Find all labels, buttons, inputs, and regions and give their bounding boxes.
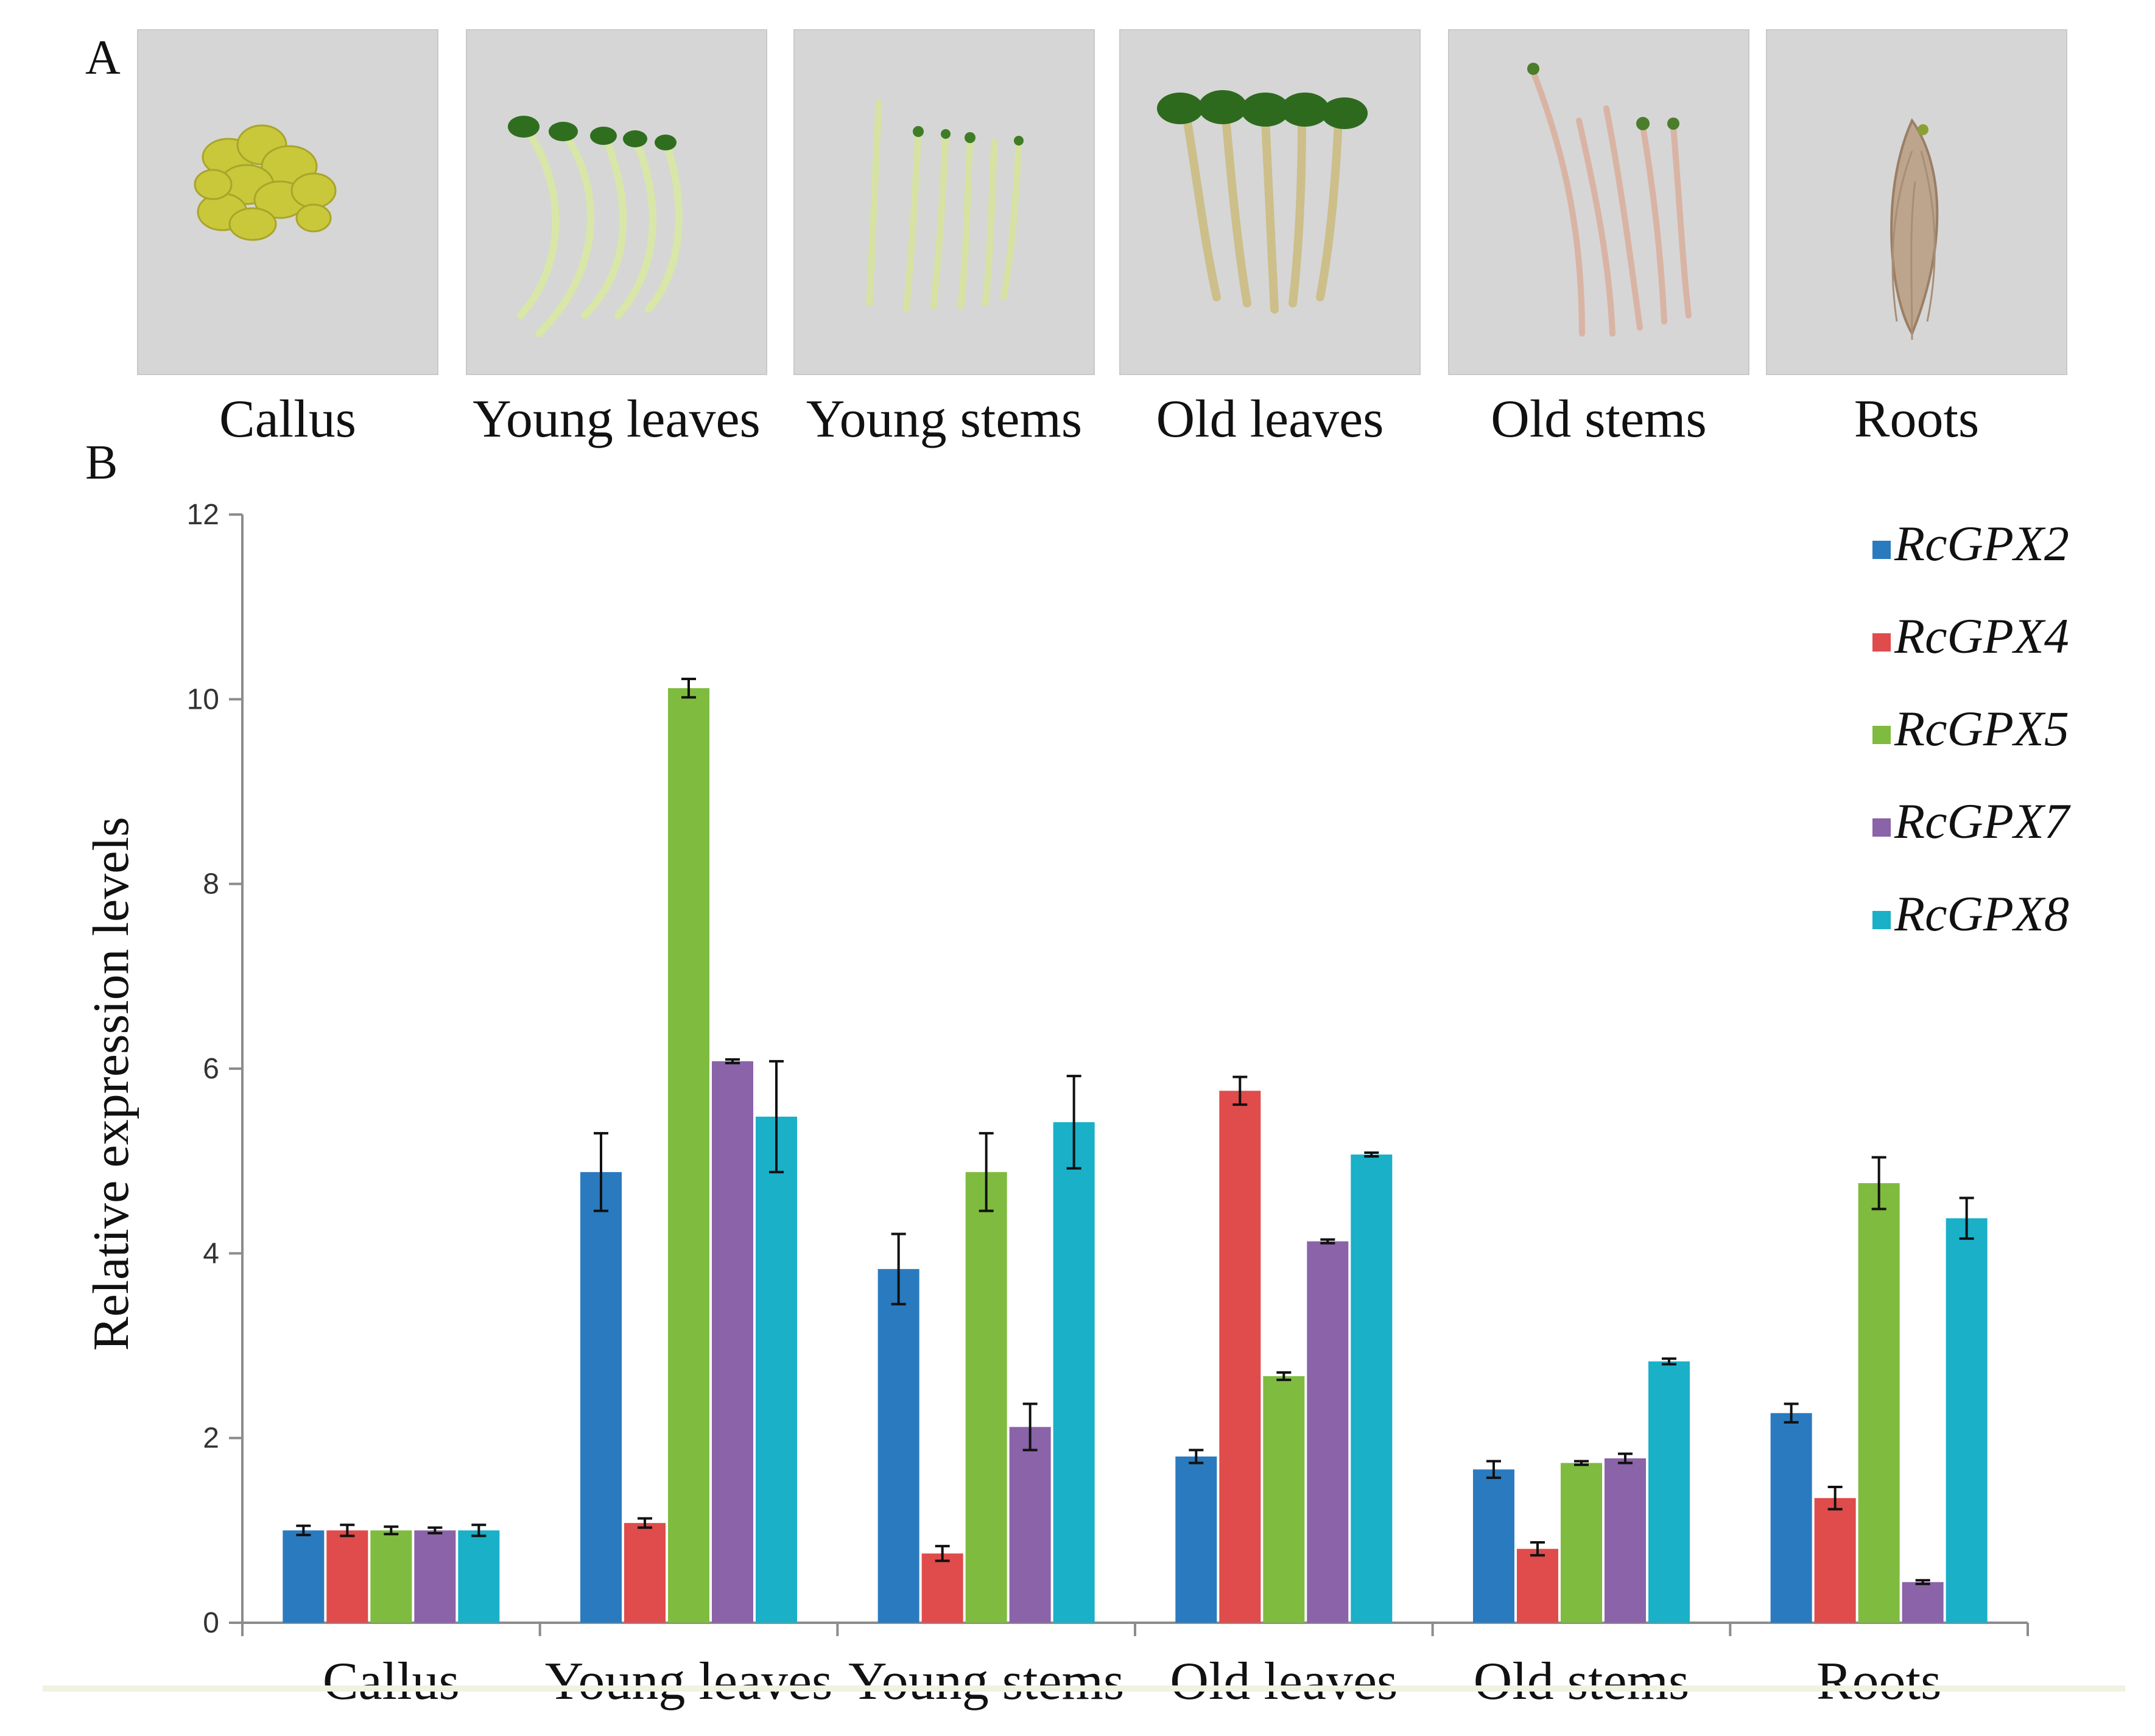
y-tick-label: 12 [187, 499, 219, 531]
bar-RcGPX2-1 [580, 1172, 622, 1623]
bar-RcGPX4-3 [1219, 1091, 1261, 1623]
photo-old-leaves [1119, 29, 1421, 375]
photo-callus [137, 29, 438, 375]
legend-label-RcGPX8: RcGPX8 [1894, 886, 2069, 941]
bar-RcGPX7-4 [1605, 1458, 1646, 1623]
bar-RcGPX2-2 [877, 1269, 919, 1623]
bar-RcGPX4-0 [326, 1530, 368, 1623]
x-tick-label: Young stems [848, 1652, 1124, 1711]
legend-label-RcGPX5: RcGPX5 [1894, 701, 2069, 756]
y-tick-label: 10 [187, 683, 219, 715]
young-leaves-illustration [508, 116, 683, 337]
bar-RcGPX8-5 [1946, 1218, 1988, 1623]
y-tick-label: 2 [203, 1422, 219, 1455]
bar-RcGPX5-5 [1858, 1183, 1900, 1623]
old-leaves-illustration [1157, 90, 1368, 314]
bar-RcGPX2-0 [283, 1530, 325, 1623]
bar-RcGPX8-3 [1351, 1154, 1393, 1623]
legend-label-RcGPX7: RcGPX7 [1894, 793, 2071, 849]
bar-RcGPX8-1 [756, 1116, 797, 1623]
legend-label-RcGPX4: RcGPX4 [1894, 608, 2069, 664]
x-tick-label: Roots [1816, 1652, 1941, 1711]
legend-swatch-RcGPX4 [1872, 633, 1891, 652]
photo-old-stems [1448, 29, 1749, 375]
legend-swatch-RcGPX7 [1872, 818, 1891, 837]
bar-RcGPX2-4 [1473, 1469, 1514, 1623]
legend-label-RcGPX2: RcGPX2 [1894, 516, 2069, 571]
bar-RcGPX4-4 [1517, 1548, 1558, 1623]
photo-roots [1766, 29, 2067, 375]
legend-swatch-RcGPX2 [1872, 541, 1891, 559]
caption-roots: Roots [1854, 390, 1980, 449]
chart-legend: RcGPX2 RcGPX4 RcGPX5 RcGPX7 RcGPX8 [1872, 516, 2071, 941]
bar-RcGPX7-5 [1902, 1582, 1944, 1623]
roots-illustration [1890, 118, 1939, 340]
young-stems-illustration [866, 99, 1024, 313]
bar-RcGPX4-5 [1814, 1498, 1856, 1623]
bar-RcGPX7-0 [414, 1530, 456, 1623]
bar-RcGPX7-3 [1307, 1241, 1349, 1623]
bar-RcGPX7-1 [712, 1061, 753, 1623]
bar-RcGPX5-3 [1263, 1376, 1305, 1623]
legend-swatch-RcGPX5 [1872, 726, 1891, 744]
y-tick-label: 8 [203, 868, 219, 901]
y-tick-label: 0 [203, 1607, 219, 1639]
panel-label-b: B [85, 436, 118, 490]
x-tick-label: Callus [323, 1652, 460, 1711]
bar-RcGPX5-4 [1561, 1463, 1602, 1623]
bar-RcGPX2-3 [1175, 1457, 1217, 1623]
bar-RcGPX8-2 [1053, 1122, 1095, 1623]
bar-RcGPX4-1 [624, 1523, 666, 1623]
caption-young-leaves: Young leaves [473, 390, 761, 449]
caption-young-stems: Young stems [806, 390, 1083, 449]
y-axis-label: Relative expression levels [83, 817, 139, 1351]
legend-swatch-RcGPX8 [1872, 911, 1891, 929]
photo-young-stems [793, 29, 1095, 375]
callus-illustration [194, 124, 337, 241]
caption-old-leaves: Old leaves [1156, 390, 1384, 449]
bar-RcGPX5-2 [965, 1172, 1007, 1623]
caption-callus: Callus [219, 390, 356, 449]
x-tick-label: Young leaves [545, 1652, 833, 1711]
chart-error-bars [296, 677, 1974, 1586]
chart-ticks: 0 2 4 6 8 10 12 Callus Young leaves Young stems Ol… [187, 499, 2029, 1711]
y-tick-label: 6 [203, 1053, 219, 1085]
bar-RcGPX5-1 [668, 688, 709, 1623]
panel-label-a: A [85, 31, 121, 85]
bar-RcGPX7-2 [1009, 1427, 1051, 1623]
bar-RcGPX2-5 [1770, 1413, 1812, 1623]
bar-RcGPX8-4 [1648, 1361, 1690, 1623]
x-tick-label: Old leaves [1170, 1652, 1397, 1711]
bar-RcGPX8-0 [458, 1530, 500, 1623]
x-tick-label: Old stems [1474, 1652, 1689, 1711]
chart-axes [241, 515, 2028, 1624]
bar-RcGPX5-0 [370, 1530, 412, 1623]
photo-young-leaves [466, 29, 767, 375]
bottom-divider [43, 1685, 2125, 1692]
old-stems-illustration [1527, 63, 1692, 337]
y-tick-label: 4 [203, 1237, 219, 1270]
chart-bars [283, 688, 1988, 1623]
bar-RcGPX4-2 [921, 1553, 963, 1623]
caption-old-stems: Old stems [1491, 390, 1707, 449]
